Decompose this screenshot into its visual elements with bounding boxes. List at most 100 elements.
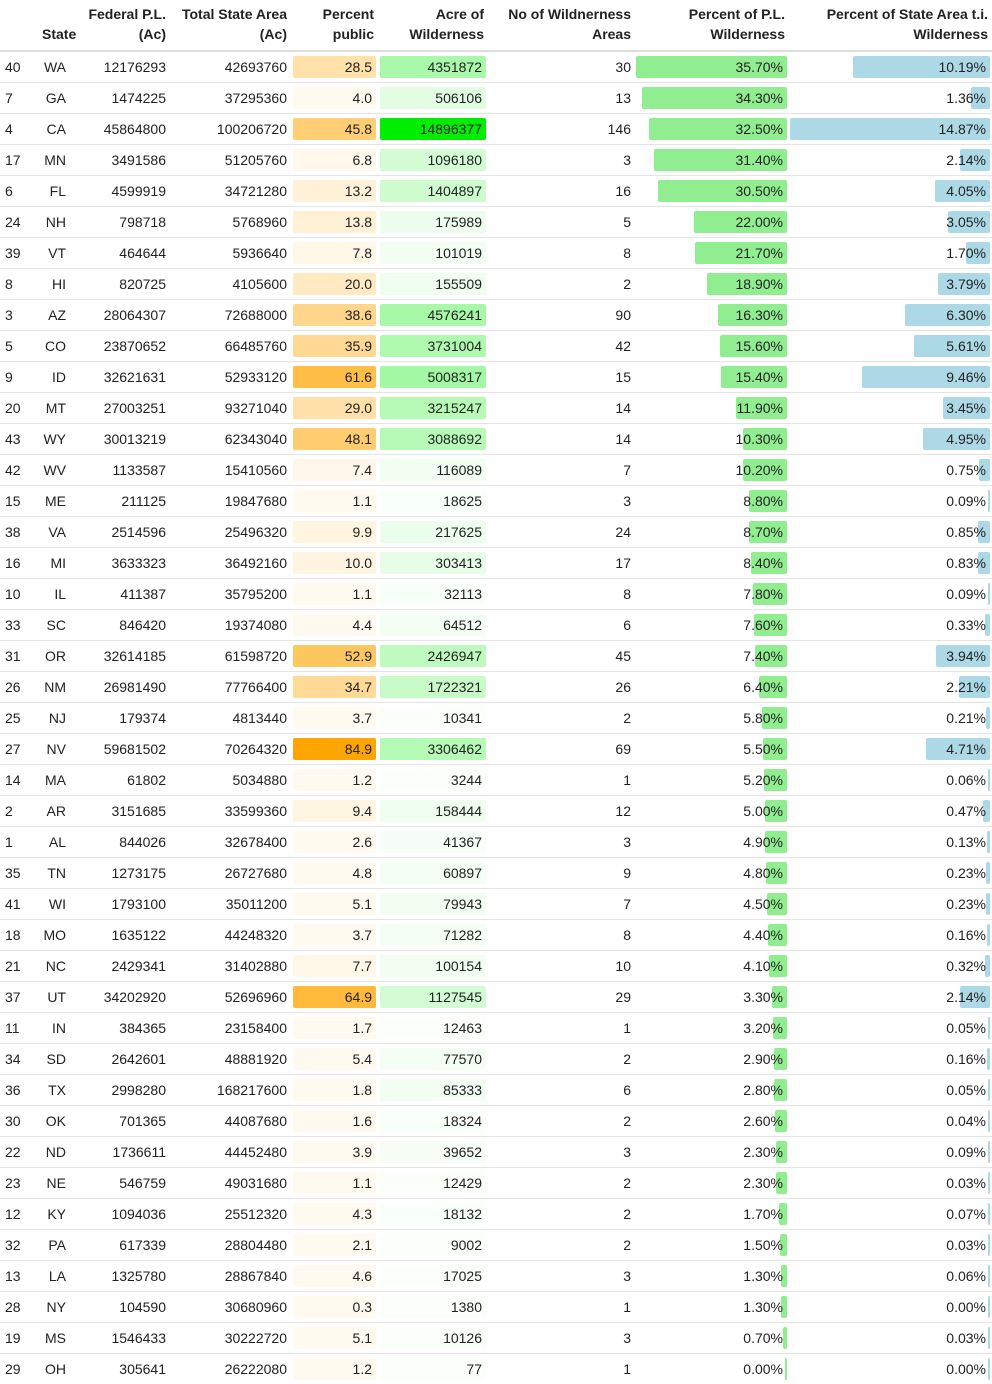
percent-state-wilderness-track: 3.94%: [791, 645, 990, 667]
percent-public-value: 0.3: [352, 1299, 372, 1315]
acre-wilderness-value: 1404897: [427, 183, 482, 199]
header-federal-pl[interactable]: Federal P.L. (Ac): [70, 0, 170, 52]
row-index: 17: [0, 144, 38, 176]
percent-state-wilderness-bar: [913, 335, 990, 357]
acre-wilderness-cell: 4576241: [378, 299, 488, 331]
percent-state-wilderness-bar: [936, 645, 990, 667]
percent-state-wilderness-cell: 6.30%: [789, 299, 992, 331]
federal-pl-cell: 701365: [70, 1105, 170, 1137]
wilderness-areas-count: 8: [488, 237, 635, 269]
percent-public-cell: 5.1: [291, 1322, 378, 1354]
percent-pl-wilderness-value: 2.80%: [743, 1082, 783, 1098]
percent-pl-wilderness-bar: [641, 87, 787, 109]
row-index: 9: [0, 361, 38, 393]
row-index: 8: [0, 268, 38, 300]
state-cell: MI: [38, 547, 70, 579]
percent-state-wilderness-bar: [984, 614, 990, 636]
percent-pl-wilderness-bar: [773, 1048, 787, 1070]
wilderness-areas-count: 16: [488, 175, 635, 207]
percent-public-fill: 1.2: [293, 1358, 376, 1380]
acre-wilderness-fill: 18132: [380, 1203, 486, 1225]
wilderness-areas-count: 15: [488, 361, 635, 393]
percent-pl-wilderness-cell: 35.70%: [635, 51, 789, 83]
percent-public-cell: 7.4: [291, 454, 378, 486]
acre-wilderness-cell: 1404897: [378, 175, 488, 207]
percent-state-wilderness-value: 0.06%: [946, 772, 986, 788]
percent-pl-wilderness-cell: 15.40%: [635, 361, 789, 393]
total-area-cell: 30222720: [170, 1322, 291, 1354]
row-index: 4: [0, 113, 38, 145]
header-index[interactable]: [0, 0, 38, 52]
percent-public-fill: 1.2: [293, 769, 376, 791]
header-percent-pl-wilderness[interactable]: Percent of P.L. Wilderness: [635, 0, 789, 52]
percent-public-fill: 52.9: [293, 645, 376, 667]
percent-pl-wilderness-cell: 4.90%: [635, 826, 789, 858]
percent-pl-wilderness-value: 10.30%: [735, 431, 783, 447]
table-row: 32 PA 617339 28804480 2.1 9002 2 1.50% 0.03%: [0, 1229, 992, 1261]
percent-pl-wilderness-bar: [649, 118, 787, 140]
percent-pl-wilderness-cell: 6.40%: [635, 671, 789, 703]
percent-pl-wilderness-bar: [780, 1296, 787, 1318]
percent-state-wilderness-value: 3.45%: [946, 400, 986, 416]
header-state[interactable]: State: [38, 0, 76, 52]
percent-pl-wilderness-bar: [742, 428, 787, 450]
percent-pl-wilderness-cell: 4.50%: [635, 888, 789, 920]
acre-wilderness-fill: 1722321: [380, 676, 486, 698]
percent-pl-wilderness-track: 5.00%: [637, 800, 787, 822]
state-cell: MT: [38, 392, 70, 424]
percent-public-cell: 52.9: [291, 640, 378, 672]
federal-pl-cell: 1793100: [70, 888, 170, 920]
wilderness-areas-count: 2: [488, 702, 635, 734]
total-area-cell: 36492160: [170, 547, 291, 579]
acre-wilderness-value: 4576241: [427, 307, 482, 323]
percent-state-wilderness-bar: [942, 397, 990, 419]
table-row: 21 NC 2429341 31402880 7.7 100154 10 4.10% 0.32%: [0, 950, 992, 982]
percent-state-wilderness-value: 0.75%: [946, 462, 986, 478]
percent-public-cell: 6.8: [291, 144, 378, 176]
header-no-of-wilderness-areas[interactable]: No of Wildnerness Areas: [488, 0, 635, 52]
percent-public-value: 1.7: [352, 1020, 372, 1036]
table-row: 14 MA 61802 5034880 1.2 3244 1 5.20% 0.06%: [0, 764, 992, 796]
wilderness-areas-count: 7: [488, 888, 635, 920]
percent-pl-wilderness-value: 21.70%: [735, 245, 783, 261]
acre-wilderness-fill: 5008317: [380, 366, 486, 388]
percent-state-wilderness-cell: 0.03%: [789, 1229, 992, 1261]
percent-public-cell: 1.1: [291, 578, 378, 610]
header-total-state-area[interactable]: Total State Area (Ac): [170, 0, 291, 52]
percent-state-wilderness-value: 0.06%: [946, 1268, 986, 1284]
percent-pl-wilderness-track: 1.30%: [637, 1265, 787, 1287]
acre-wilderness-fill: 1096180: [380, 149, 486, 171]
percent-pl-wilderness-value: 16.30%: [735, 307, 783, 323]
state-cell: NM: [38, 671, 70, 703]
percent-state-wilderness-cell: 0.21%: [789, 702, 992, 734]
federal-pl-cell: 1736611: [70, 1136, 170, 1168]
percent-public-cell: 3.9: [291, 1136, 378, 1168]
row-index: 39: [0, 237, 38, 269]
acre-wilderness-fill: 39652: [380, 1141, 486, 1163]
percent-state-wilderness-bar: [959, 676, 990, 698]
percent-state-wilderness-track: 6.30%: [791, 304, 990, 326]
header-acre-of-wilderness[interactable]: Acre of Wilderness: [378, 0, 488, 52]
percent-pl-wilderness-bar: [749, 490, 787, 512]
federal-pl-cell: 30013219: [70, 423, 170, 455]
acre-wilderness-fill: 32113: [380, 583, 486, 605]
federal-pl-cell: 4599919: [70, 175, 170, 207]
percent-state-wilderness-bar: [985, 862, 990, 884]
percent-pl-wilderness-value: 32.50%: [735, 121, 783, 137]
row-index: 29: [0, 1353, 38, 1384]
percent-public-fill: 4.8: [293, 862, 376, 884]
percent-public-value: 4.3: [352, 1206, 372, 1222]
percent-state-wilderness-bar: [938, 273, 990, 295]
percent-state-wilderness-track: 3.05%: [791, 211, 990, 233]
percent-pl-wilderness-bar: [657, 180, 787, 202]
header-percent-public[interactable]: Percent public: [291, 0, 378, 52]
percent-public-cell: 9.4: [291, 795, 378, 827]
percent-public-fill: 7.7: [293, 955, 376, 977]
percent-public-cell: 29.0: [291, 392, 378, 424]
table-row: 1 AL 844026 32678400 2.6 41367 3 4.90% 0.13%: [0, 826, 992, 858]
table-row: 31 OR 32614185 61598720 52.9 2426947 45 7.40% 3.…: [0, 640, 992, 672]
percent-public-cell: 61.6: [291, 361, 378, 393]
header-percent-state-area-wilderness[interactable]: Percent of State Area t.i. Wilderness: [789, 0, 992, 52]
percent-pl-wilderness-cell: 2.90%: [635, 1043, 789, 1075]
row-index: 11: [0, 1012, 38, 1044]
